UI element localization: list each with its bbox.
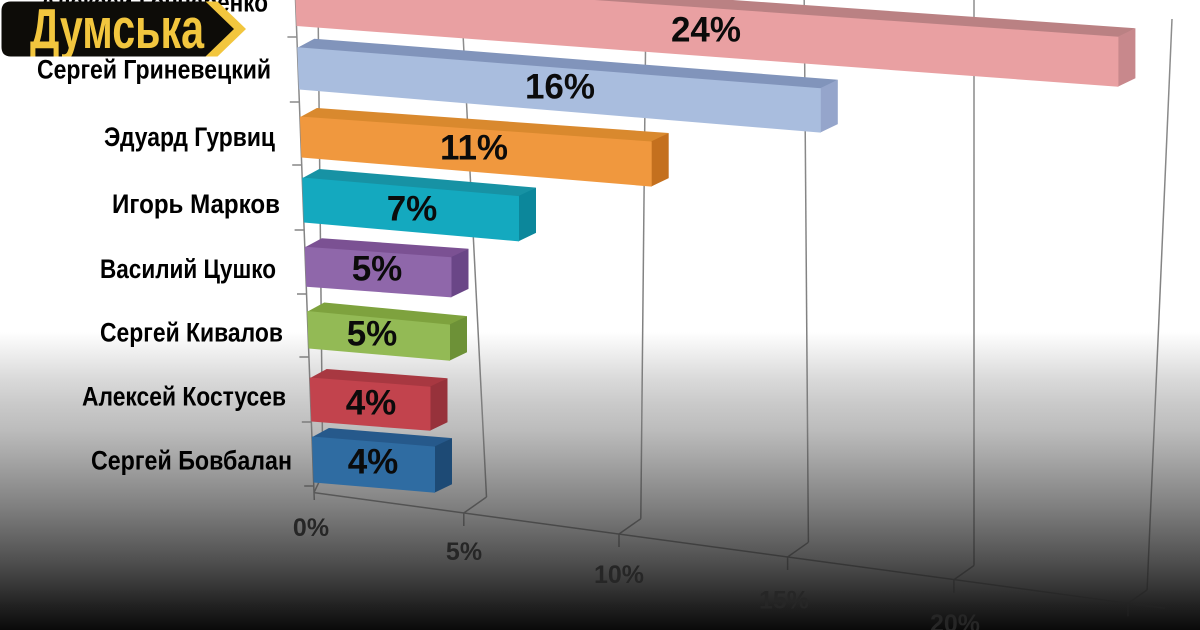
- svg-text:15%: 15%: [759, 586, 809, 614]
- svg-text:4%: 4%: [348, 443, 399, 482]
- svg-text:Сергей Кивалов: Сергей Кивалов: [100, 318, 283, 348]
- svg-text:24%: 24%: [671, 11, 741, 50]
- svg-text:0%: 0%: [293, 514, 329, 542]
- svg-text:Василий Цушко: Василий Цушко: [100, 254, 276, 284]
- svg-text:Думська: Думська: [30, 0, 205, 61]
- svg-text:20%: 20%: [930, 610, 980, 630]
- svg-text:Сергей Гриневецкий: Сергей Гриневецкий: [37, 55, 271, 85]
- svg-text:Игорь Марков: Игорь Марков: [112, 189, 280, 219]
- svg-text:11%: 11%: [440, 129, 508, 168]
- svg-text:16%: 16%: [525, 68, 595, 107]
- svg-text:5%: 5%: [352, 250, 403, 289]
- svg-text:4%: 4%: [346, 384, 397, 423]
- svg-text:5%: 5%: [446, 538, 482, 566]
- svg-text:Сергей Бовбалан: Сергей Бовбалан: [91, 446, 292, 476]
- svg-text:Эдуард Гурвиц: Эдуард Гурвиц: [104, 122, 275, 152]
- svg-text:5%: 5%: [347, 315, 398, 354]
- svg-text:Алексей Костусев: Алексей Костусев: [82, 382, 286, 412]
- svg-text:10%: 10%: [594, 561, 644, 589]
- svg-text:7%: 7%: [387, 190, 438, 229]
